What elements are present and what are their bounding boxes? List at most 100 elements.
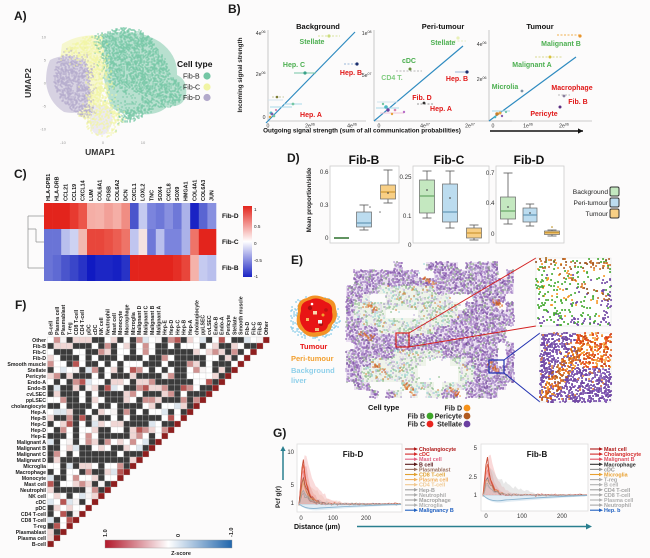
svg-text:Fib-D: Fib-D xyxy=(343,450,364,459)
svg-text:-0.5: -0.5 xyxy=(254,258,262,263)
svg-text:Stellate: Stellate xyxy=(232,316,238,335)
svg-text:Other: Other xyxy=(264,321,270,335)
svg-text:Hep. A: Hep. A xyxy=(430,106,452,113)
svg-text:Fib-B: Fib-B xyxy=(183,74,200,81)
svg-text:NK cell: NK cell xyxy=(28,494,46,500)
svg-text:Cell type: Cell type xyxy=(177,59,213,69)
svg-text:0: 0 xyxy=(408,242,412,249)
svg-text:0.3: 0.3 xyxy=(320,202,329,209)
svg-text:Cell type: Cell type xyxy=(368,403,399,412)
svg-text:B): B) xyxy=(228,2,241,16)
svg-text:Microlia: Microlia xyxy=(492,84,519,91)
svg-text:Fib-C: Fib-C xyxy=(183,85,200,92)
svg-text:1: 1 xyxy=(254,207,257,212)
svg-text:Fib-C: Fib-C xyxy=(222,239,239,246)
svg-text:Fib-D: Fib-D xyxy=(33,356,47,362)
svg-text:5: 5 xyxy=(44,58,47,63)
svg-text:CD8 T-cell: CD8 T-cell xyxy=(419,473,446,479)
svg-text:0: 0 xyxy=(44,81,47,86)
svg-text:Fib. B: Fib. B xyxy=(568,99,587,106)
svg-text:CCL21: CCL21 xyxy=(63,184,69,201)
svg-text:Neutrophil: Neutrophil xyxy=(20,488,46,494)
svg-text:pDC: pDC xyxy=(87,324,93,335)
svg-text:0: 0 xyxy=(254,241,257,246)
svg-text:NK cell: NK cell xyxy=(99,317,105,335)
svg-text:Neutrophil: Neutrophil xyxy=(604,503,631,509)
svg-text:0: 0 xyxy=(263,115,266,121)
svg-text:CD4 T-cell: CD4 T-cell xyxy=(21,512,47,518)
svg-text:Hep. B: Hep. B xyxy=(340,70,362,77)
svg-text:Malignant A: Malignant A xyxy=(512,62,551,69)
svg-text:Fib-B: Fib-B xyxy=(222,265,239,272)
svg-text:Stellate: Stellate xyxy=(431,40,456,47)
svg-text:Pcf g(r): Pcf g(r) xyxy=(275,486,282,508)
svg-text:CD4 T-cell: CD4 T-cell xyxy=(604,488,631,494)
svg-text:Hep-B: Hep-B xyxy=(182,319,188,335)
svg-text:0.25: 0.25 xyxy=(399,174,412,181)
svg-text:4e06: 4e06 xyxy=(477,41,487,48)
svg-text:Malignancy B: Malignancy B xyxy=(419,508,454,514)
svg-text:Fib B: Fib B xyxy=(408,414,426,421)
svg-text:B cell: B cell xyxy=(604,483,619,489)
svg-text:B-cell: B-cell xyxy=(32,542,47,548)
svg-text:1e06: 1e06 xyxy=(523,123,533,130)
svg-text:-5: -5 xyxy=(42,104,46,109)
svg-text:Malignant D: Malignant D xyxy=(17,458,47,464)
svg-text:Hep-C: Hep-C xyxy=(31,422,47,428)
svg-text:Incoming signal strength: Incoming signal strength xyxy=(237,37,244,112)
svg-text:Hep-A: Hep-A xyxy=(188,319,194,335)
svg-text:Fib-C: Fib-C xyxy=(434,153,465,167)
svg-text:Malignant B: Malignant B xyxy=(541,41,581,48)
svg-text:A): A) xyxy=(14,9,27,23)
svg-text:0: 0 xyxy=(491,231,495,238)
svg-text:200: 200 xyxy=(361,516,372,522)
svg-text:Malignant A: Malignant A xyxy=(17,440,46,446)
svg-text:Malignant B: Malignant B xyxy=(17,446,47,452)
svg-text:Pericyte: Pericyte xyxy=(26,374,46,380)
svg-text:2e07: 2e07 xyxy=(465,123,475,130)
svg-text:0.7: 0.7 xyxy=(486,170,495,177)
svg-text:2e06: 2e06 xyxy=(256,71,266,78)
svg-text:Monocyte: Monocyte xyxy=(22,476,46,482)
svg-text:0.1: 0.1 xyxy=(403,213,412,220)
svg-text:1e08: 1e08 xyxy=(362,30,372,37)
svg-text:Microglia: Microglia xyxy=(131,312,137,335)
svg-text:Stellate: Stellate xyxy=(300,39,325,46)
svg-text:Hep. b: Hep. b xyxy=(604,508,621,514)
svg-text:B-cell: B-cell xyxy=(48,320,54,335)
svg-text:cDC: cDC xyxy=(36,500,47,506)
svg-text:ppLSEC: ppLSEC xyxy=(26,398,46,404)
svg-text:Other: Other xyxy=(32,338,46,344)
svg-text:LOXL2: LOXL2 xyxy=(141,184,147,201)
svg-text:UMAP2: UMAP2 xyxy=(23,68,33,98)
svg-text:Fib-D: Fib-D xyxy=(222,213,239,220)
svg-text:G): G) xyxy=(273,426,286,440)
svg-text:Endo-A: Endo-A xyxy=(220,316,226,335)
svg-text:1: 1 xyxy=(291,501,295,507)
svg-text:Macrophage: Macrophage xyxy=(419,498,451,504)
svg-text:Malignant C: Malignant C xyxy=(17,452,47,458)
svg-text:Neutrophil: Neutrophil xyxy=(106,309,112,335)
svg-text:Microglia: Microglia xyxy=(419,503,444,509)
svg-text:Peri-tumour: Peri-tumour xyxy=(291,354,334,363)
svg-text:Hep-B: Hep-B xyxy=(419,488,435,494)
svg-text:Hep-A: Hep-A xyxy=(31,410,47,416)
svg-text:Fib D: Fib D xyxy=(445,406,463,413)
svg-text:Background: Background xyxy=(573,189,609,196)
svg-text:E): E) xyxy=(291,253,303,267)
svg-text:COL6A2: COL6A2 xyxy=(115,180,121,201)
svg-text:0.5: 0.5 xyxy=(254,224,261,229)
svg-text:100: 100 xyxy=(517,514,528,520)
svg-text:CXCL8: CXCL8 xyxy=(167,183,173,201)
svg-text:Pericyte: Pericyte xyxy=(435,414,462,421)
svg-text:cDC: cDC xyxy=(419,452,430,458)
svg-text:Tumour: Tumour xyxy=(526,22,553,31)
svg-text:Pericyte: Pericyte xyxy=(530,111,557,118)
svg-text:Endo-B: Endo-B xyxy=(28,386,47,392)
svg-text:Pericyte: Pericyte xyxy=(226,315,232,335)
svg-text:Fib-B: Fib-B xyxy=(349,153,380,167)
svg-text:Hep-E: Hep-E xyxy=(163,319,169,335)
svg-text:Cholangiocyte: Cholangiocyte xyxy=(604,452,641,458)
svg-text:4e06: 4e06 xyxy=(347,123,357,130)
svg-text:Hep-D: Hep-D xyxy=(31,428,47,434)
